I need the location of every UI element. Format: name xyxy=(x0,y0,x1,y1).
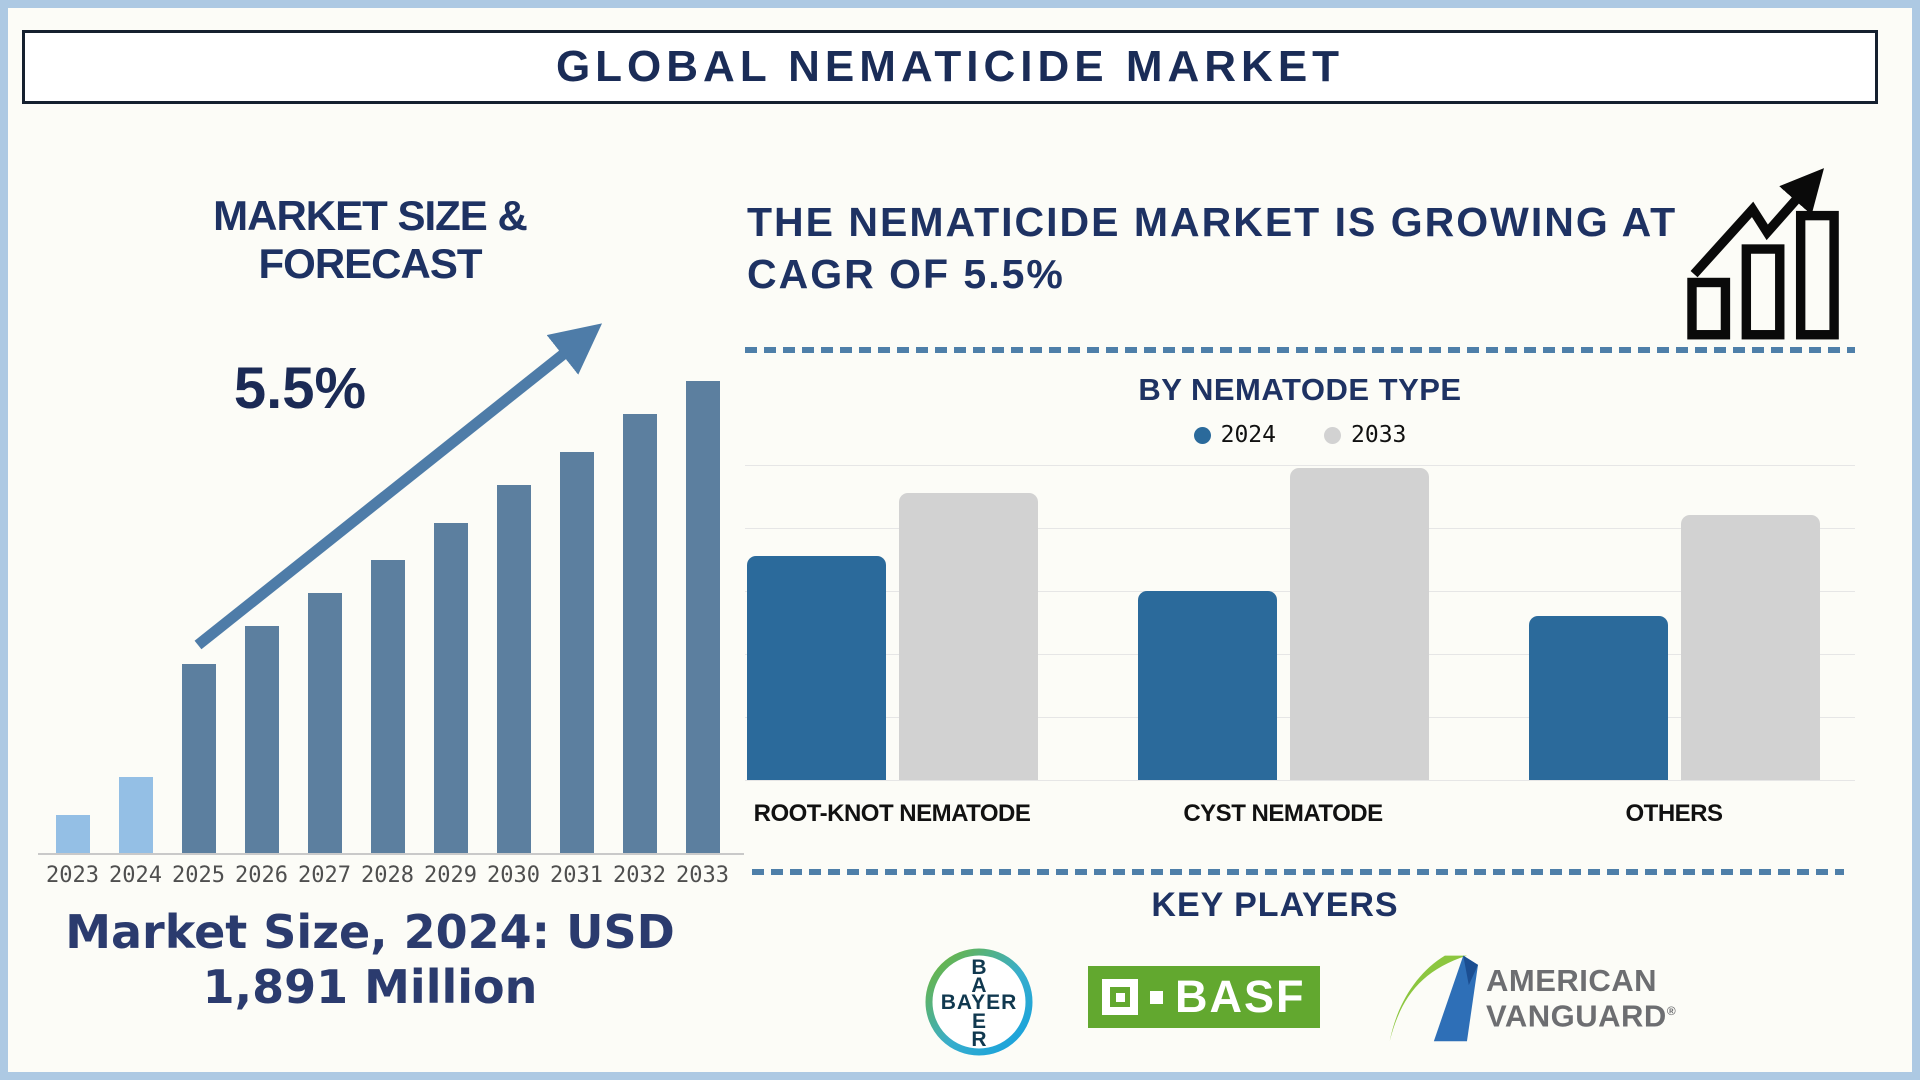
forecast-bar-2033 xyxy=(685,381,720,853)
forecast-bar-2023 xyxy=(55,815,90,853)
bayer-vertical-letter: B xyxy=(971,956,986,979)
bayer-horizontal-word: BAYER xyxy=(941,991,1018,1014)
forecast-bar-2028 xyxy=(370,560,405,853)
bayer-logo: BAYER B A E R xyxy=(925,948,1033,1056)
grouped-bar-2033-cyst-nematode xyxy=(1290,468,1429,780)
forecast-x-axis xyxy=(38,853,744,855)
forecast-year-tick: 2029 xyxy=(424,863,477,888)
forecast-year-tick: 2033 xyxy=(676,863,729,888)
page-title: GLOBAL NEMATICIDE MARKET xyxy=(555,42,1345,91)
by-nematode-type-heading: BY NEMATODE TYPE xyxy=(1138,372,1462,407)
basf-dot-icon xyxy=(1150,990,1163,1004)
american-vanguard-mark-icon xyxy=(1389,955,1478,1042)
growth-headline: THE NEMATICIDE MARKET IS GROWING AT CAGR… xyxy=(747,196,1707,300)
american-vanguard-line2: VANGUARD® xyxy=(1486,998,1677,1034)
growth-headline-line2: CAGR OF 5.5% xyxy=(747,251,1065,297)
grouped-bar-2033-root-knot-nematode xyxy=(899,493,1038,780)
bayer-ring xyxy=(925,948,1033,1056)
american-vanguard-logo: AMERICAN VANGUARD® xyxy=(1386,950,1676,1046)
category-label: ROOT-KNOT NEMATODE xyxy=(753,800,1031,827)
market-size-forecast-heading: MARKET SIZE & FORECAST xyxy=(213,192,528,287)
key-players-heading: KEY PLAYERS xyxy=(1151,886,1399,924)
registered-trademark-symbol: ® xyxy=(1666,1003,1677,1018)
category-label: CYST NEMATODE xyxy=(1183,800,1383,827)
gridline xyxy=(745,780,1855,781)
american-vanguard-wordmark: AMERICAN VANGUARD® xyxy=(1486,965,1676,1031)
bayer-vertical-letter: A xyxy=(971,974,986,997)
legend-item-2033: 2033 xyxy=(1324,422,1406,448)
forecast-year-tick: 2025 xyxy=(172,863,225,888)
basf-logo: BASF xyxy=(1088,966,1320,1028)
dashed-divider-bottom xyxy=(752,869,1844,875)
forecast-bar-2031 xyxy=(559,452,594,853)
legend-label-2033: 2033 xyxy=(1351,422,1407,448)
grouped-bar-2024-others xyxy=(1529,616,1668,780)
forecast-bar-2029 xyxy=(433,523,468,853)
forecast-year-tick: 2023 xyxy=(46,863,99,888)
dashed-divider-top xyxy=(745,347,1855,353)
basf-square-outline-icon xyxy=(1102,979,1138,1015)
grouped-bar-2024-cyst-nematode xyxy=(1138,591,1277,780)
forecast-bar-2032 xyxy=(622,414,657,853)
bayer-vertical-letter: E xyxy=(972,1010,986,1033)
forecast-year-tick: 2030 xyxy=(487,863,540,888)
forecast-bar-2030 xyxy=(496,485,531,853)
forecast-year-tick: 2032 xyxy=(613,863,666,888)
forecast-year-labels: 2023 2024 2025 2026 2027 2028 2029 2030 2031 2032… xyxy=(41,863,734,888)
legend-dot-2024 xyxy=(1193,426,1211,444)
forecast-bar-2027 xyxy=(307,593,342,853)
forecast-bar-2024 xyxy=(118,777,153,853)
forecast-year-tick: 2026 xyxy=(235,863,288,888)
forecast-year-tick: 2027 xyxy=(298,863,351,888)
forecast-year-tick: 2028 xyxy=(361,863,414,888)
growth-headline-line1: THE NEMATICIDE MARKET IS GROWING AT xyxy=(747,199,1678,245)
category-label: OTHERS xyxy=(1625,800,1723,827)
forecast-year-tick: 2024 xyxy=(109,863,162,888)
nematode-type-category-labels: ROOT-KNOT NEMATODE CYST NEMATODE OTHERS xyxy=(745,800,1855,834)
nematode-type-grouped-chart xyxy=(745,465,1855,781)
basf-wordmark: BASF xyxy=(1175,971,1306,1022)
forecast-bar-chart xyxy=(41,381,734,853)
market-size-caption: Market Size, 2024: USD 1,891 Million xyxy=(40,905,700,1015)
legend-label-2024: 2024 xyxy=(1220,422,1276,448)
chart-legend: 2024 2033 xyxy=(745,422,1855,448)
grouped-bar-2024-root-knot-nematode xyxy=(747,556,886,780)
basf-square-inner-icon xyxy=(1115,992,1125,1002)
market-size-caption-line2: 1,891 Million xyxy=(202,960,538,1014)
legend-dot-2033 xyxy=(1324,426,1341,444)
legend-item-2024: 2024 xyxy=(1193,422,1276,448)
growth-chart-icon xyxy=(1687,168,1839,340)
forecast-bar-2026 xyxy=(244,626,279,853)
american-vanguard-line1: AMERICAN xyxy=(1486,962,1658,998)
gridline xyxy=(745,465,1855,466)
bayer-vertical-letter: R xyxy=(971,1028,986,1051)
grouped-bar-2033-others xyxy=(1681,515,1820,780)
title-box: GLOBAL NEMATICIDE MARKET xyxy=(22,30,1878,104)
forecast-bar-2025 xyxy=(181,664,216,853)
forecast-year-tick: 2031 xyxy=(550,863,603,888)
market-size-caption-line1: Market Size, 2024: USD xyxy=(65,905,675,959)
